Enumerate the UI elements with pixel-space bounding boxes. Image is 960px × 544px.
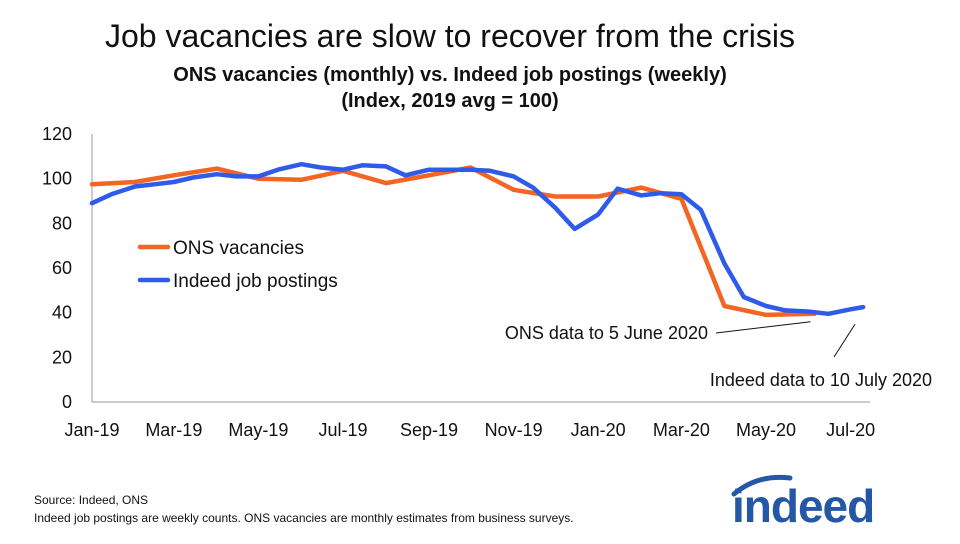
note-text: Indeed job postings are weekly counts. O… <box>34 511 574 525</box>
annotation-indeed-leader <box>833 323 856 358</box>
logo-wordmark: indeed <box>732 480 874 532</box>
x-tick-label: Mar-20 <box>653 420 710 440</box>
annotation-indeed: Indeed data to 10 July 2020 <box>710 370 932 390</box>
source-notes: Source: Indeed, ONS Indeed job postings … <box>34 491 574 527</box>
x-tick-label: May-20 <box>736 420 796 440</box>
annotations: ONS data to 5 June 2020 Indeed data to 10… <box>505 321 932 390</box>
x-tick-label: Jan-20 <box>571 420 626 440</box>
legend-label-1: Indeed job postings <box>173 271 338 292</box>
chart-subtitle: ONS vacancies (monthly) vs. Indeed job p… <box>0 62 900 114</box>
y-tick-label: 100 <box>42 169 72 189</box>
source-text: Source: Indeed, ONS <box>34 493 149 507</box>
x-tick-label: Jul-20 <box>826 420 875 440</box>
x-tick-label: Sep-19 <box>400 420 458 440</box>
legend: ONS vacancies Indeed job postings <box>137 238 338 292</box>
x-tick-label: Jul-19 <box>318 420 367 440</box>
indeed-logo: indeed <box>731 474 875 532</box>
y-axis: 0 20 40 60 80 100 120 <box>42 124 93 412</box>
y-tick-label: 0 <box>62 392 72 412</box>
x-axis: Jan-19 Mar-19 May-19 Jul-19 Sep-19 Nov-19 Jan-… <box>64 401 875 440</box>
y-tick-label: 60 <box>52 258 72 278</box>
annotation-ons: ONS data to 5 June 2020 <box>505 323 708 343</box>
x-tick-label: May-19 <box>228 420 288 440</box>
subtitle-line-1: ONS vacancies (monthly) vs. Indeed job p… <box>173 64 727 86</box>
annotation-ons-leader <box>715 321 811 334</box>
series-line-1 <box>89 161 866 317</box>
chart-title: Job vacancies are slow to recover from t… <box>104 18 796 54</box>
y-tick-label: 80 <box>52 213 72 233</box>
y-tick-label: 40 <box>52 303 72 323</box>
x-tick-label: Nov-19 <box>485 420 543 440</box>
series-layer <box>89 161 866 318</box>
y-tick-label: 20 <box>52 347 72 367</box>
logo-arc <box>731 474 793 497</box>
x-tick-label: Jan-19 <box>64 420 119 440</box>
x-tick-label: Mar-19 <box>145 420 202 440</box>
subtitle-line-2: (Index, 2019 avg = 100) <box>341 90 559 112</box>
y-tick-label: 120 <box>42 124 72 144</box>
legend-label-0: ONS vacancies <box>173 238 304 259</box>
